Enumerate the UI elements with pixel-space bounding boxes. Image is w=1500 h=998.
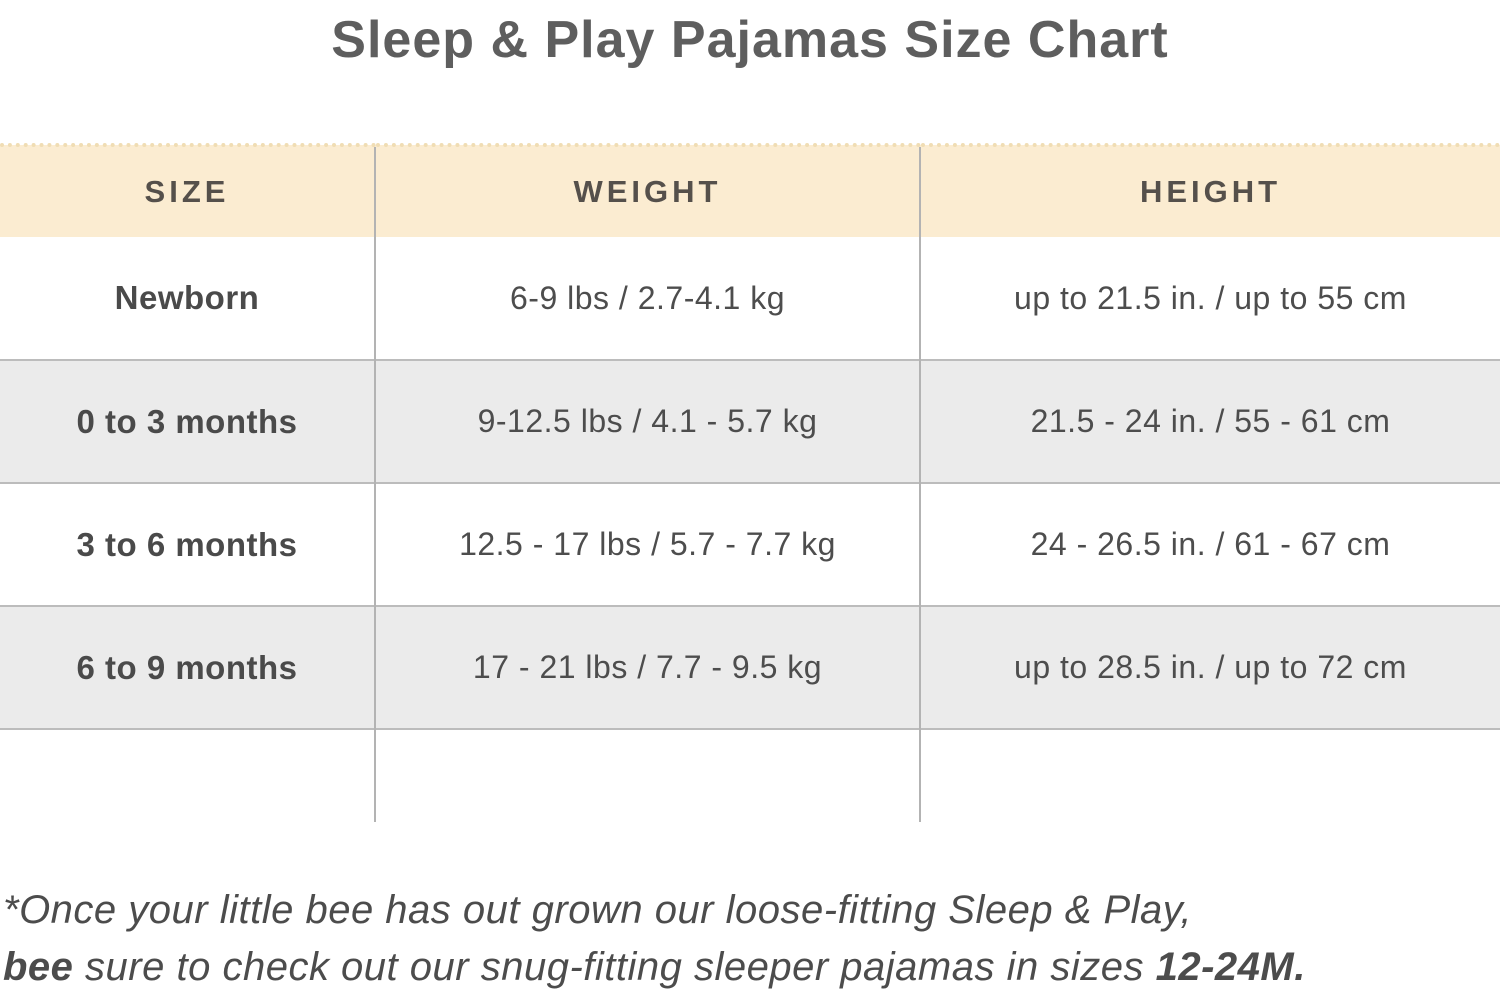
table-row-6-9-months: 6 to 9 months 17 - 21 lbs / 7.7 - 9.5 kg… <box>0 606 1500 729</box>
empty-cell <box>0 729 375 822</box>
height-cell: 21.5 - 24 in. / 55 - 61 cm <box>919 360 1500 483</box>
weight-cell: 6-9 lbs / 2.7-4.1 kg <box>374 237 920 360</box>
height-cell: 24 - 26.5 in. / 61 - 67 cm <box>919 483 1500 606</box>
column-header-weight: WEIGHT <box>374 143 920 237</box>
height-cell: up to 21.5 in. / up to 55 cm <box>919 237 1500 360</box>
footnote-line-1: *Once your little bee has out grown our … <box>3 888 1192 932</box>
height-cell: up to 28.5 in. / up to 72 cm <box>919 606 1500 729</box>
weight-cell: 12.5 - 17 lbs / 5.7 - 7.7 kg <box>374 483 920 606</box>
size-cell: Newborn <box>114 279 260 316</box>
table-row-3-6-months: 3 to 6 months 12.5 - 17 lbs / 5.7 - 7.7 … <box>0 483 1500 606</box>
table-header-row: SIZE WEIGHT HEIGHT <box>0 143 1500 237</box>
table-empty-row <box>0 729 1500 822</box>
table-row-newborn: Newborn 6-9 lbs / 2.7-4.1 kg up to 21.5 … <box>0 237 1500 360</box>
size-chart-table: SIZE WEIGHT HEIGHT Newborn 6-9 lbs / 2.7… <box>0 143 1500 822</box>
table-row-0-3-months: 0 to 3 months 9-12.5 lbs / 4.1 - 5.7 kg … <box>0 360 1500 483</box>
size-cell: 6 to 9 months <box>76 648 298 686</box>
column-header-size: SIZE <box>0 143 375 237</box>
column-header-height: HEIGHT <box>919 143 1500 237</box>
empty-cell <box>919 729 1500 822</box>
footnote: *Once your little bee has out grown our … <box>3 882 1500 996</box>
empty-cell <box>374 729 920 822</box>
size-cell: 0 to 3 months <box>76 402 298 440</box>
size-cell: 3 to 6 months <box>76 525 298 563</box>
footnote-line-2-middle: sure to check out our snug-fitting sleep… <box>73 945 1156 989</box>
footnote-line-2-bold-end: 12-24M. <box>1155 945 1306 989</box>
weight-cell: 17 - 21 lbs / 7.7 - 9.5 kg <box>374 606 920 729</box>
weight-cell: 9-12.5 lbs / 4.1 - 5.7 kg <box>374 360 920 483</box>
footnote-line-2-bold-start: bee <box>3 945 74 989</box>
page-title: Sleep & Play Pajamas Size Chart <box>331 11 1169 69</box>
